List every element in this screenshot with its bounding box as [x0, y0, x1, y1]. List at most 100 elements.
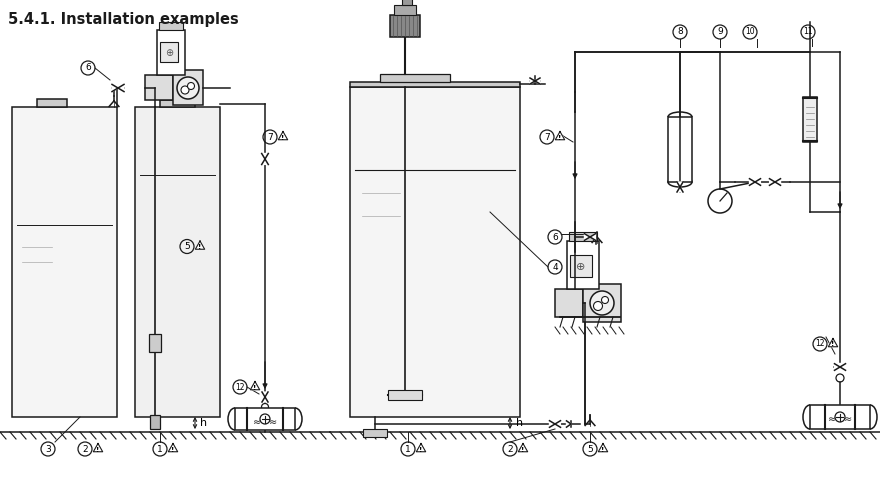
Bar: [145, 75, 173, 100]
Text: 2: 2: [82, 444, 88, 454]
Polygon shape: [262, 397, 268, 402]
Polygon shape: [598, 443, 608, 452]
Bar: [135, 107, 220, 417]
Bar: [157, 30, 185, 75]
Polygon shape: [555, 421, 561, 427]
Text: !: !: [832, 341, 834, 347]
Polygon shape: [677, 187, 683, 192]
Text: 12: 12: [815, 339, 825, 348]
Text: 5: 5: [587, 444, 593, 454]
Text: ≈: ≈: [269, 417, 277, 427]
Polygon shape: [535, 78, 540, 84]
Text: 3: 3: [45, 444, 51, 454]
Bar: [388, 390, 422, 400]
Circle shape: [602, 297, 608, 304]
Text: !: !: [601, 447, 605, 453]
Circle shape: [593, 302, 603, 310]
Polygon shape: [677, 182, 683, 187]
Bar: [363, 429, 387, 437]
Polygon shape: [518, 443, 528, 452]
Polygon shape: [769, 179, 775, 185]
Bar: [150, 415, 160, 429]
Polygon shape: [567, 421, 571, 427]
Bar: [555, 289, 583, 317]
Bar: [37, 99, 67, 107]
Bar: [668, 117, 692, 182]
Text: 7: 7: [268, 132, 273, 142]
Polygon shape: [93, 443, 103, 452]
Polygon shape: [250, 381, 260, 390]
Polygon shape: [278, 131, 288, 140]
Text: 5.4.1. Installation examples: 5.4.1. Installation examples: [8, 12, 238, 27]
Text: !: !: [559, 134, 561, 141]
Polygon shape: [555, 131, 565, 140]
Text: 11: 11: [803, 28, 813, 36]
Polygon shape: [530, 78, 535, 84]
Text: h: h: [516, 418, 523, 428]
Text: !: !: [521, 447, 524, 453]
Circle shape: [708, 189, 732, 213]
Polygon shape: [828, 338, 838, 347]
Text: !: !: [97, 447, 99, 453]
Polygon shape: [118, 85, 124, 92]
Text: 6: 6: [552, 233, 558, 242]
Text: ≈: ≈: [844, 414, 852, 424]
Polygon shape: [755, 179, 760, 185]
Text: 6: 6: [85, 63, 91, 72]
Text: 7: 7: [544, 132, 550, 142]
Bar: [583, 284, 621, 322]
Text: h: h: [200, 418, 207, 428]
Bar: [810, 405, 870, 429]
Text: 1: 1: [158, 444, 163, 454]
Text: !: !: [253, 385, 257, 391]
Text: 1: 1: [405, 444, 411, 454]
Circle shape: [590, 291, 614, 315]
Polygon shape: [549, 421, 555, 427]
Text: 12: 12: [235, 382, 245, 392]
Text: 8: 8: [677, 28, 683, 36]
Polygon shape: [416, 443, 426, 452]
Bar: [149, 334, 161, 352]
Polygon shape: [261, 154, 268, 159]
Bar: [173, 70, 203, 105]
Bar: [350, 87, 520, 417]
Polygon shape: [261, 159, 268, 164]
Bar: [12, 107, 117, 417]
Polygon shape: [195, 241, 205, 249]
Circle shape: [181, 86, 189, 94]
Polygon shape: [834, 364, 840, 370]
Bar: [380, 74, 450, 82]
Text: !: !: [198, 244, 202, 250]
Text: 5: 5: [184, 242, 190, 251]
Circle shape: [187, 83, 194, 90]
Bar: [350, 82, 520, 87]
Polygon shape: [112, 85, 118, 92]
Bar: [803, 97, 817, 142]
Bar: [402, 0, 412, 5]
Circle shape: [177, 77, 199, 99]
Text: !: !: [420, 447, 422, 453]
Bar: [390, 15, 420, 37]
Polygon shape: [168, 443, 178, 452]
Bar: [235, 408, 295, 430]
Text: !: !: [172, 447, 174, 453]
Circle shape: [836, 374, 844, 382]
Text: ≈: ≈: [253, 417, 261, 427]
Bar: [567, 241, 599, 289]
Polygon shape: [750, 179, 755, 185]
Bar: [160, 42, 178, 62]
Bar: [160, 100, 195, 107]
Text: 2: 2: [507, 444, 513, 454]
Bar: [394, 5, 416, 15]
Bar: [570, 255, 592, 277]
Text: ⊕: ⊕: [165, 48, 173, 58]
Text: 9: 9: [717, 28, 722, 36]
Polygon shape: [584, 234, 590, 240]
Text: 4: 4: [552, 263, 558, 272]
Text: ≈: ≈: [828, 414, 836, 424]
Polygon shape: [840, 364, 846, 370]
Polygon shape: [590, 234, 596, 240]
Polygon shape: [262, 392, 268, 397]
Text: ⊕: ⊕: [576, 262, 586, 272]
Circle shape: [261, 403, 268, 410]
